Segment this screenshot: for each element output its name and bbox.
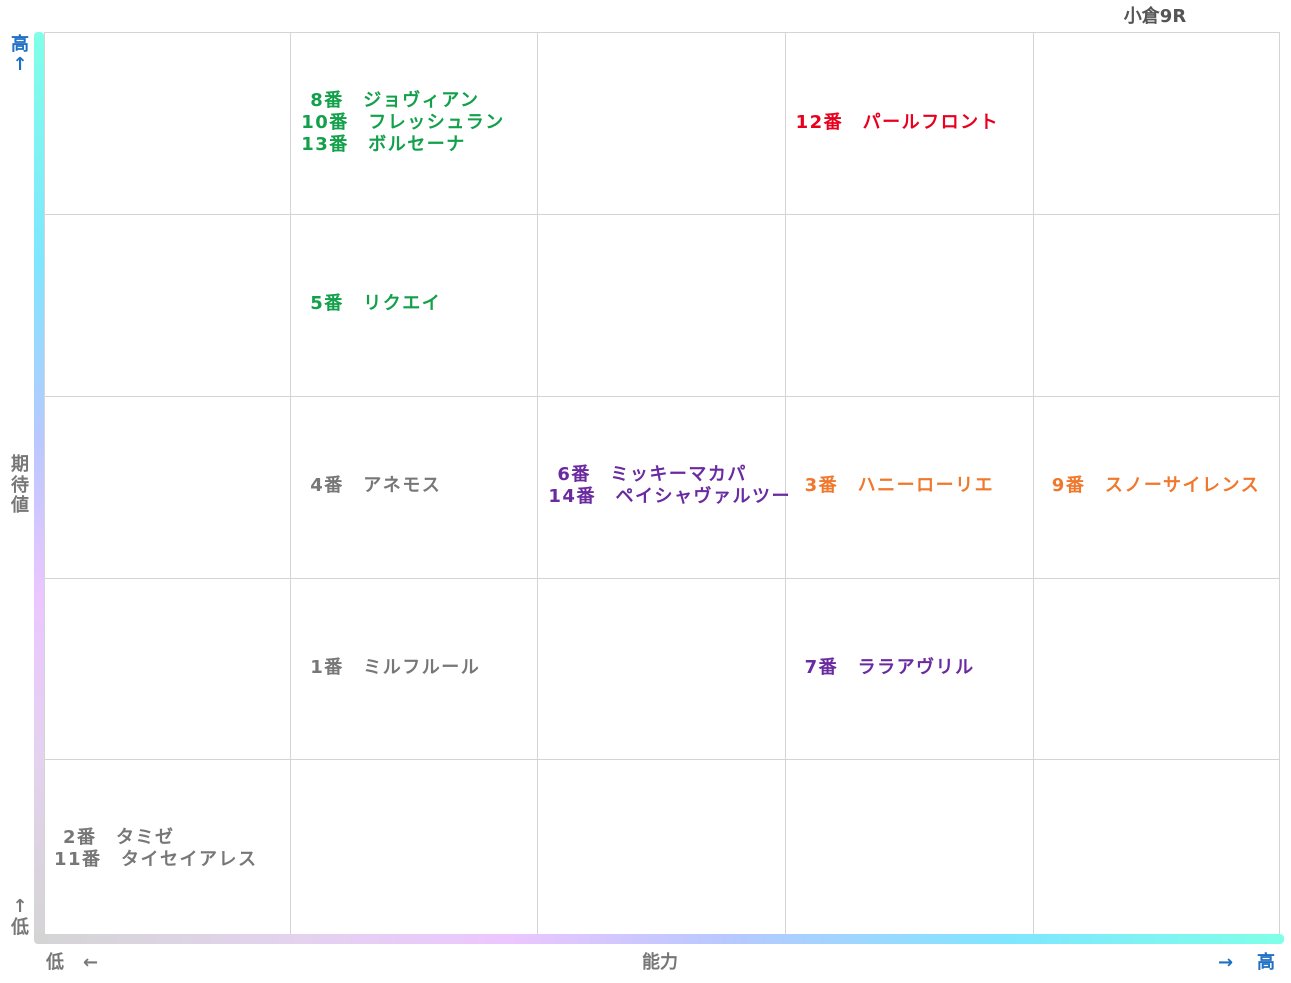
horse-entry: 9番 スノーサイレンス [1051,475,1261,496]
x-axis-label: 能力 [642,952,678,973]
x-axis-bar [34,934,1284,944]
horse-entry: 6番 ミッキーマカパ [557,464,747,485]
x-axis-low-arrow-icon: ← [83,952,99,973]
horse-entry: 4番 アネモス [310,475,442,496]
grid-line-vertical [785,33,786,939]
grid-line-vertical [290,33,291,939]
y-axis-label: 期待値 [8,454,32,517]
horse-entry: 7番 ララアヴリル [804,656,975,678]
y-axis-bar [34,32,44,942]
y-axis-high-arrow-icon: ↑ [12,54,28,75]
horse-entry: 1番 ミルフルール [310,656,481,678]
horse-entry: 12番 パールフロント [795,111,1000,133]
y-axis-high-label: 高 [11,34,29,55]
horse-entry: 8番 ジョヴィアン [310,89,480,111]
y-axis-low-label: 低 [11,917,29,938]
y-axis-label-text: 期待値 [11,454,29,517]
grid-line-vertical [537,33,538,939]
x-axis-low-label: 低 [46,952,64,973]
horse-entry: 13番 ボルセーナ [301,133,466,155]
chart-title: 小倉9R [1123,6,1187,27]
x-axis-high-arrow-icon: → [1218,952,1234,973]
grid-line-vertical [1033,33,1034,939]
grid-line-horizontal [45,396,1279,397]
grid-line-horizontal [45,578,1279,579]
horse-entry: 2番 タミゼ [63,827,175,849]
horse-entry: 10番 フレッシュラン [301,111,505,133]
horse-entry: 11番 タイセイアレス [54,849,258,871]
y-axis-low-arrow-icon: ↑ [12,896,28,917]
horse-entry: 5番 リクエイ [310,293,442,315]
horse-entry: 3番 ハニーローリエ [804,475,995,496]
grid-line-horizontal [45,759,1279,760]
horse-entry: 14番 ペイシャヴァルツー [548,486,791,507]
x-axis-high-label: 高 [1257,952,1275,973]
grid-line-horizontal [45,214,1279,215]
